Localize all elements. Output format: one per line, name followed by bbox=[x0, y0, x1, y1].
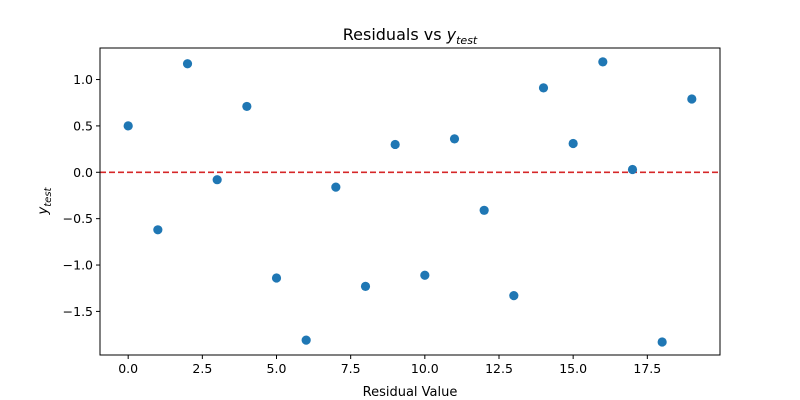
axes-frame bbox=[99, 47, 721, 356]
data-point bbox=[153, 225, 163, 235]
data-point bbox=[331, 182, 341, 192]
x-axis-label: Residual Value bbox=[363, 385, 458, 400]
y-axis-label-var: y bbox=[36, 206, 51, 215]
x-tick-label: 17.5 bbox=[633, 361, 661, 376]
chart-title: Residuals vs ytest bbox=[343, 25, 478, 47]
plot-area bbox=[100, 57, 720, 347]
data-point bbox=[301, 335, 311, 345]
x-tick-label: 7.5 bbox=[341, 361, 361, 376]
data-point bbox=[509, 291, 519, 301]
x-tick-label: 10.0 bbox=[411, 361, 439, 376]
y-tick-label: 0.5 bbox=[73, 118, 93, 133]
y-tick-label: −1.5 bbox=[63, 304, 93, 319]
y-axis-label: ytest bbox=[36, 186, 54, 215]
data-point bbox=[420, 270, 430, 280]
chart-title-var: y bbox=[446, 25, 457, 44]
y-axis-ticks: −1.5 −1.0 −0.5 0.0 0.5 1.0 bbox=[63, 72, 100, 319]
y-tick-label: 1.0 bbox=[73, 72, 93, 87]
x-axis-ticks: 0.0 2.5 5.0 7.5 10.0 12.5 15.0 17.5 bbox=[118, 355, 661, 376]
x-tick-label: 5.0 bbox=[267, 361, 287, 376]
data-point bbox=[360, 281, 371, 291]
y-axis-label-sub: test bbox=[43, 186, 54, 206]
data-point bbox=[479, 205, 489, 215]
y-tick-label: −0.5 bbox=[63, 211, 93, 226]
data-point bbox=[449, 134, 460, 144]
data-point bbox=[242, 101, 252, 112]
data-point bbox=[598, 57, 608, 67]
data-point bbox=[627, 164, 638, 175]
data-point bbox=[538, 83, 549, 93]
y-tick-label: −1.0 bbox=[63, 258, 93, 273]
y-tick-label: 0.0 bbox=[73, 165, 93, 180]
x-tick-label: 0.0 bbox=[118, 361, 138, 376]
data-point bbox=[271, 273, 282, 283]
data-point bbox=[568, 138, 578, 149]
x-tick-label: 15.0 bbox=[559, 361, 587, 376]
data-point bbox=[123, 121, 133, 131]
x-tick-label: 12.5 bbox=[485, 361, 513, 376]
x-tick-label: 2.5 bbox=[192, 361, 212, 376]
data-point bbox=[390, 139, 400, 150]
data-point bbox=[657, 337, 667, 347]
data-point bbox=[212, 175, 222, 185]
chart-title-sub: test bbox=[456, 34, 478, 47]
data-point bbox=[687, 94, 697, 104]
data-point bbox=[182, 59, 193, 69]
chart-title-prefix: Residuals vs bbox=[343, 25, 447, 44]
